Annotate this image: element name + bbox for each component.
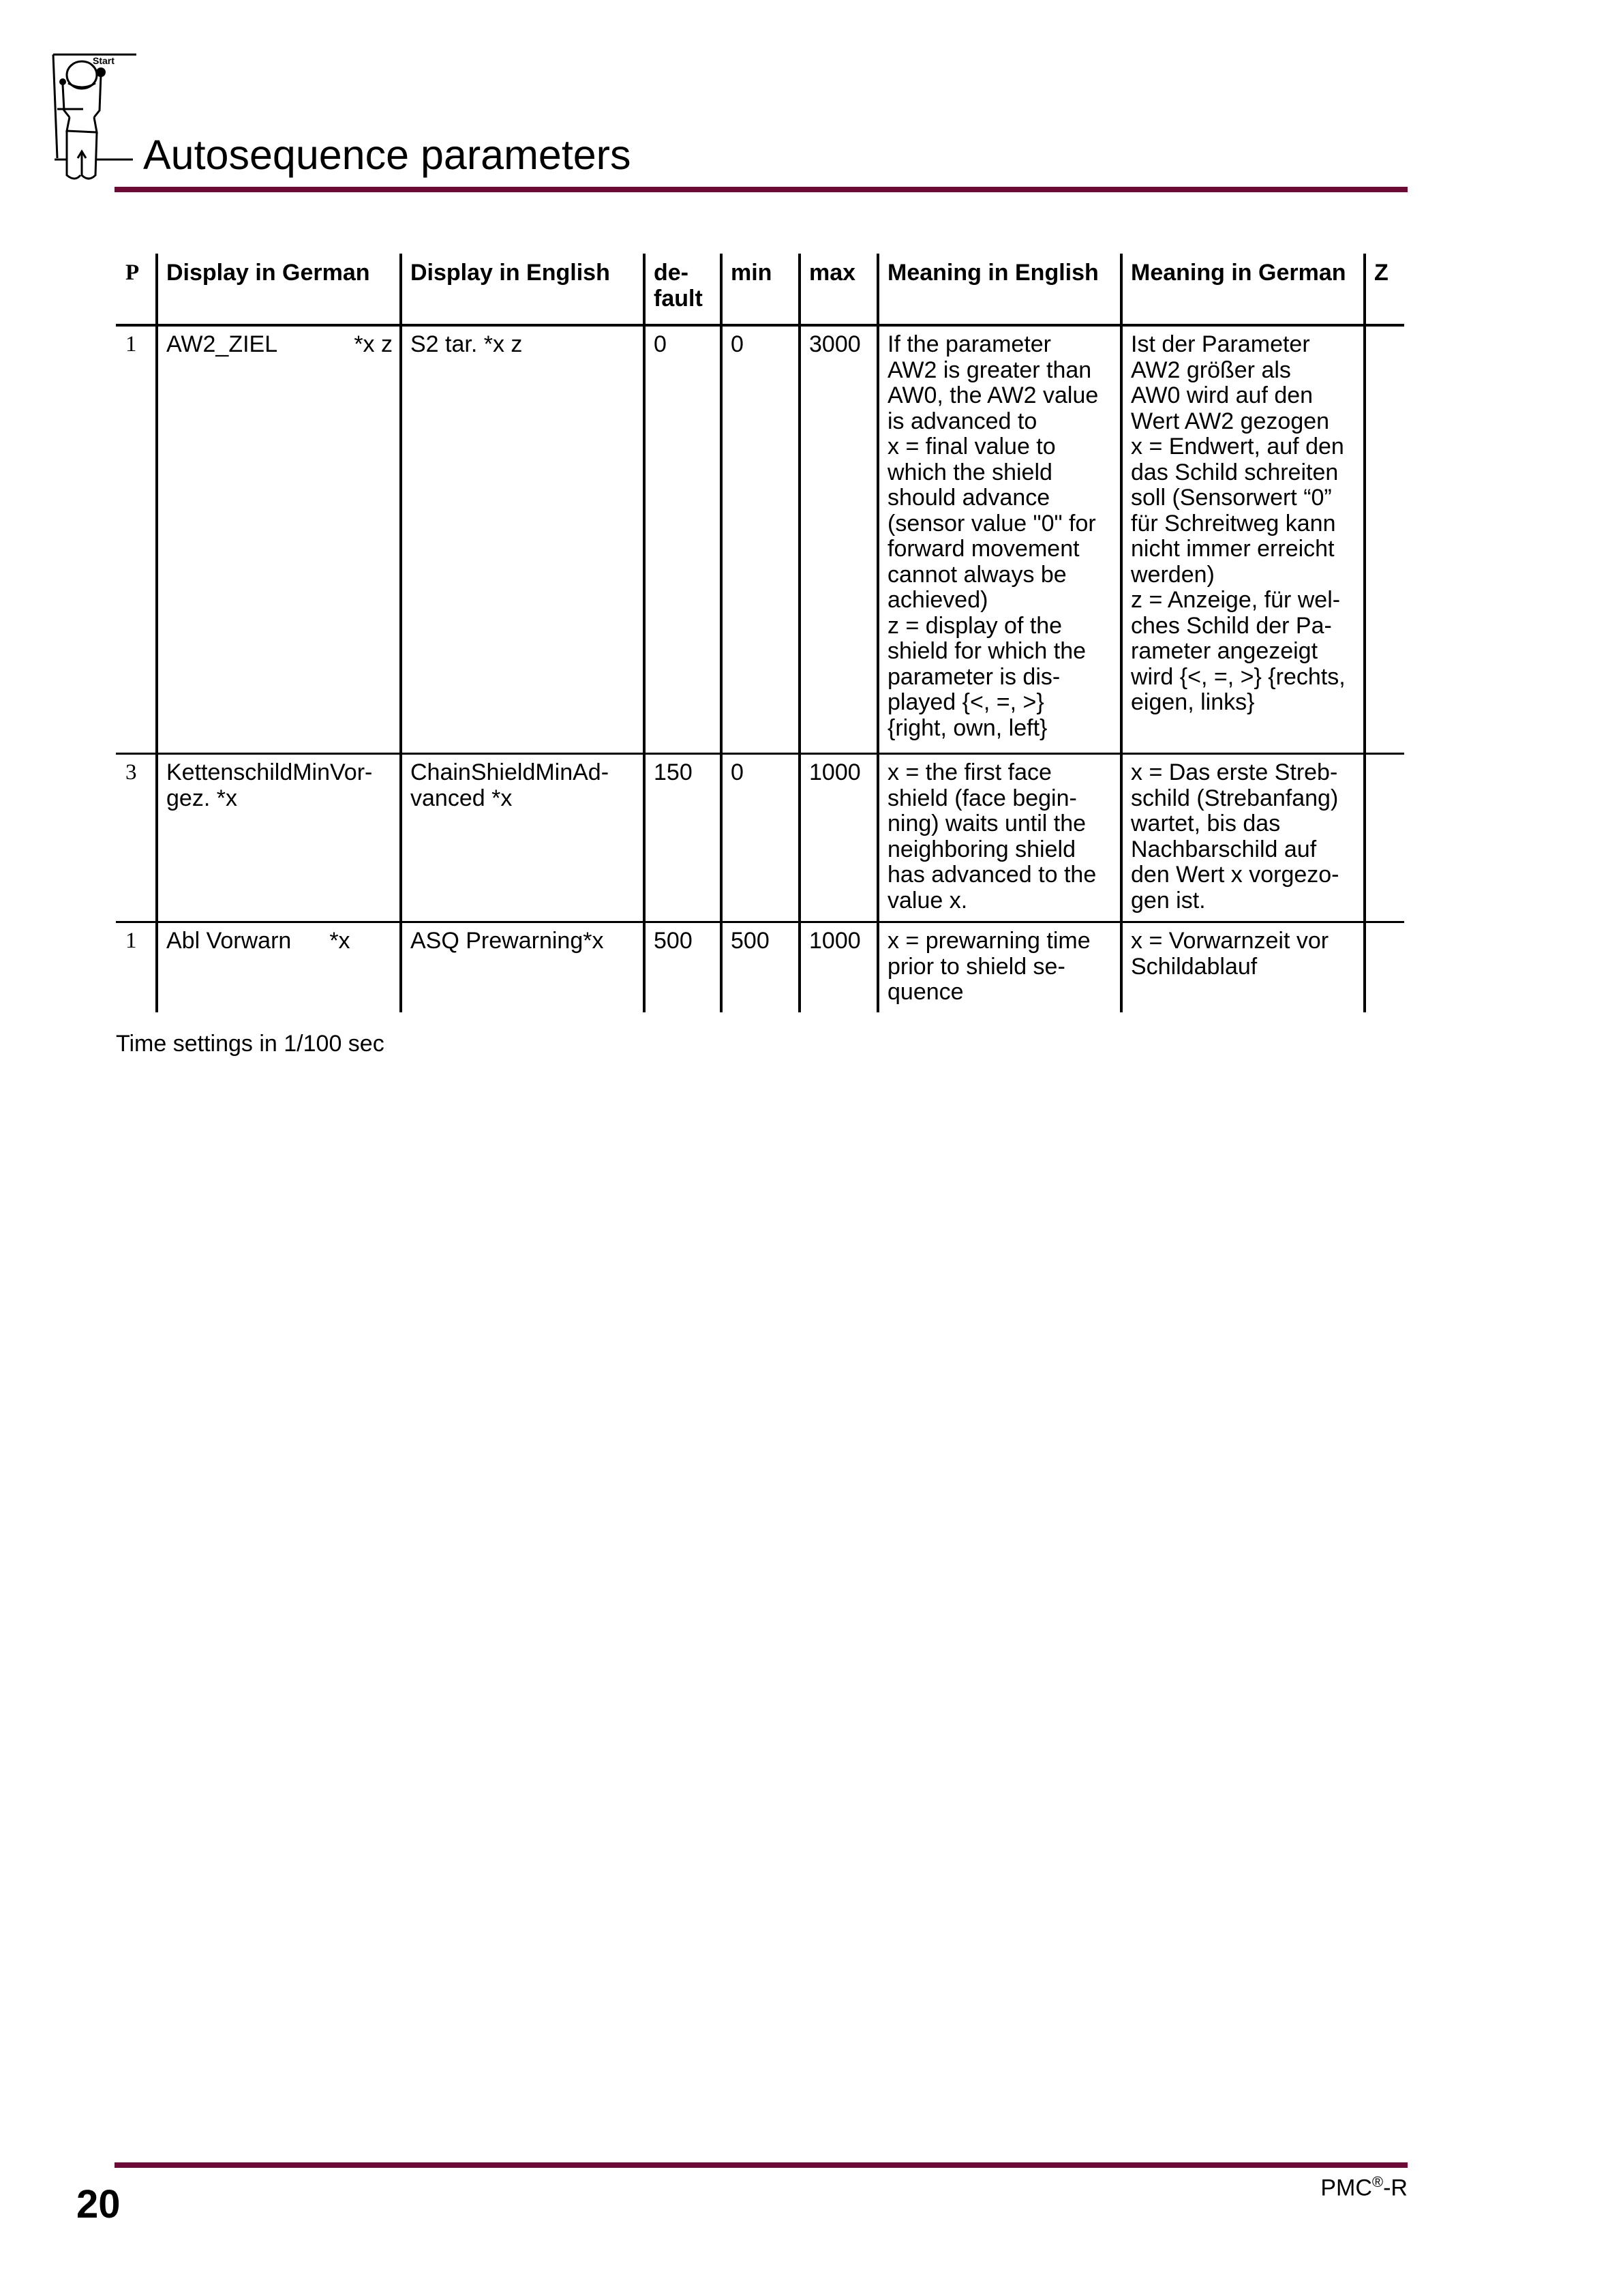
cell-max: 3000 — [798, 325, 878, 754]
column-header-z: Z — [1363, 254, 1404, 325]
display-german-name: Abl Vorwarn — [166, 928, 292, 954]
cell-p: 3 — [125, 760, 137, 785]
cell-display-german: KettenschildMinVor- gez. *x — [155, 753, 401, 922]
product-name: PMC®-R — [1320, 2173, 1408, 2201]
column-header-default: de- fault — [643, 254, 721, 325]
cell-z — [1363, 325, 1404, 754]
cell-max: 1000 — [798, 922, 878, 1012]
cell-meaning-german: x = Das erste Streb- schild (Strebanfang… — [1120, 753, 1365, 922]
cell-meaning-english: x = the first face shield (face begin- n… — [877, 753, 1121, 922]
cell-default: 0 — [643, 325, 721, 754]
cell-max: 1000 — [798, 753, 878, 922]
table-row: 3 KettenschildMinVor- gez. *x ChainShiel… — [116, 753, 1404, 922]
table-row: 1 AW2_ZIEL *x z S2 tar. *x z 0 0 3000 If … — [116, 325, 1404, 754]
product-suffix: -R — [1383, 2175, 1408, 2201]
cell-display-german: Abl Vorwarn *x — [155, 922, 401, 1012]
cell-z — [1363, 922, 1404, 1012]
time-settings-note: Time settings in 1/100 sec — [116, 1031, 384, 1057]
header-rule — [115, 187, 1408, 192]
column-header-display-german: Display in German — [155, 254, 401, 325]
cell-default: 150 — [643, 753, 721, 922]
operator-start-logo: Start — [52, 53, 136, 180]
page-title: Autosequence parameters — [143, 132, 631, 178]
cell-min: 0 — [720, 325, 800, 754]
cell-meaning-english: If the parameter AW2 is greater than AW0… — [877, 325, 1121, 754]
cell-display-english: ChainShieldMinAd- vanced *x — [399, 753, 644, 922]
column-header-display-english: Display in English — [399, 254, 644, 325]
cell-z — [1363, 753, 1404, 922]
column-header-min: min — [720, 254, 800, 325]
display-german-name: AW2_ZIEL — [166, 331, 278, 357]
column-header-p: P — [125, 260, 140, 285]
cell-meaning-english: x = prewarning time prior to shield se- … — [877, 922, 1121, 1012]
cell-display-english: S2 tar. *x z — [399, 325, 644, 754]
cell-display-german: AW2_ZIEL *x z — [155, 325, 401, 754]
logo-start-label: Start — [93, 55, 115, 66]
column-header-meaning-german: Meaning in German — [1120, 254, 1365, 325]
cell-min: 0 — [720, 753, 800, 922]
table-row: 1 Abl Vorwarn *x ASQ Prewarning*x 500 500… — [116, 922, 1404, 1012]
page-number: 20 — [76, 2182, 121, 2226]
cell-default: 500 — [643, 922, 721, 1012]
cell-meaning-german: Ist der Parameter AW2 größer als AW0 wir… — [1120, 325, 1365, 754]
cell-meaning-german: x = Vorwarnzeit vor Schildablauf — [1120, 922, 1365, 1012]
cell-min: 500 — [720, 922, 800, 1012]
product-label: PMC — [1320, 2175, 1372, 2201]
cell-display-english: ASQ Prewarning*x — [399, 922, 644, 1012]
cell-p: 1 — [125, 928, 137, 953]
registered-mark: ® — [1371, 2173, 1384, 2190]
display-german-suffix: *x z — [354, 331, 393, 357]
display-german-suffix: *x — [329, 928, 350, 954]
cell-p: 1 — [125, 332, 137, 357]
column-header-max: max — [798, 254, 878, 325]
footer-rule — [115, 2162, 1408, 2168]
autosequence-parameters-table: P Display in German Display in English d… — [116, 254, 1404, 1012]
column-header-meaning-english: Meaning in English — [877, 254, 1121, 325]
table-header-row: P Display in German Display in English d… — [116, 254, 1404, 325]
